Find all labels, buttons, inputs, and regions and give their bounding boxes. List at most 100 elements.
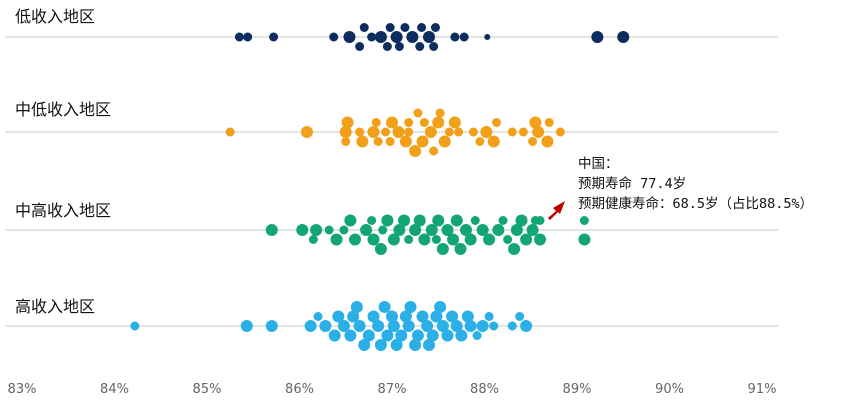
dot-2-29 — [454, 243, 467, 255]
dot-3-23 — [395, 329, 408, 342]
dot-2-31 — [464, 233, 477, 246]
dot-1-7 — [367, 126, 380, 138]
dot-2-7 — [344, 214, 357, 227]
dot-0-7 — [367, 32, 377, 42]
dot-0-9 — [382, 42, 392, 51]
x-tick-label-0: 83% — [8, 382, 37, 397]
dot-1-24 — [435, 108, 445, 118]
dot-1-36 — [528, 137, 538, 146]
dot-2-28 — [450, 214, 463, 227]
dot-0-10 — [385, 23, 395, 32]
dot-2-17 — [398, 214, 411, 227]
annotation-line-3: 预期健康寿命：68.5岁（占比88.5%） — [578, 195, 813, 212]
dot-1-18 — [413, 108, 423, 118]
dot-3-37 — [446, 310, 459, 323]
dot-1-37 — [529, 116, 542, 129]
dot-3-45 — [489, 321, 499, 331]
dot-1-9 — [373, 137, 383, 146]
dot-2-16 — [393, 224, 406, 236]
dot-3-9 — [344, 329, 357, 342]
dot-0-6 — [359, 23, 369, 32]
dot-2-1 — [296, 224, 309, 236]
dot-1-26 — [444, 127, 454, 137]
dot-3-18 — [378, 301, 391, 313]
dot-2-36 — [498, 216, 508, 225]
dot-3-22 — [390, 339, 403, 351]
dot-1-2 — [339, 126, 352, 138]
dot-3-20 — [386, 310, 398, 323]
dot-3-34 — [434, 301, 447, 313]
dot-2-47 — [579, 216, 589, 225]
dot-3-28 — [411, 329, 424, 342]
dot-1-41 — [555, 127, 565, 137]
dot-2-3 — [310, 224, 323, 236]
dot-2-14 — [381, 214, 394, 227]
dot-3-35 — [436, 320, 449, 332]
dot-2-30 — [460, 224, 472, 236]
dot-0-11 — [390, 31, 403, 43]
group-label-0: 低收入地区 — [15, 7, 95, 26]
dot-1-1 — [300, 126, 313, 138]
dot-2-23 — [431, 235, 441, 244]
dot-2-22 — [425, 224, 438, 236]
dot-1-15 — [404, 118, 414, 127]
dot-2-19 — [409, 224, 422, 236]
dot-0-17 — [423, 31, 435, 43]
dot-0-23 — [591, 31, 604, 43]
dot-1-8 — [371, 118, 381, 127]
dot-3-2 — [265, 320, 278, 332]
group-label-3: 高收入地区 — [15, 297, 95, 316]
dot-3-3 — [304, 320, 317, 332]
dot-2-34 — [483, 233, 496, 246]
dot-2-42 — [526, 224, 539, 236]
dot-0-21 — [459, 32, 469, 42]
x-tick-label-6: 89% — [563, 382, 592, 397]
dot-3-40 — [461, 310, 474, 323]
dot-3-19 — [381, 329, 394, 342]
dot-3-47 — [515, 312, 525, 321]
annotation-line-2: 预期寿命 77.4岁 — [578, 175, 686, 192]
dot-0-1 — [243, 32, 253, 42]
dot-3-33 — [430, 310, 443, 323]
dot-0-14 — [406, 31, 419, 43]
dot-1-3 — [341, 137, 351, 146]
dot-1-10 — [381, 127, 391, 137]
dot-2-12 — [374, 243, 387, 255]
dot-3-12 — [353, 320, 366, 332]
dot-3-30 — [421, 320, 434, 332]
dot-1-20 — [419, 118, 429, 127]
dot-1-39 — [541, 135, 554, 148]
dot-0-16 — [417, 23, 427, 32]
dot-0-22 — [484, 34, 491, 40]
dot-1-13 — [392, 126, 405, 138]
dot-3-26 — [404, 301, 417, 313]
dot-1-32 — [487, 135, 500, 148]
dot-2-41 — [520, 233, 533, 246]
dot-3-6 — [328, 329, 341, 342]
dot-3-14 — [362, 329, 375, 342]
dot-1-25 — [438, 135, 451, 148]
dot-1-17 — [409, 145, 422, 157]
dot-3-7 — [332, 310, 345, 323]
dot-3-42 — [472, 331, 482, 340]
dot-2-2 — [308, 235, 318, 244]
dot-2-13 — [378, 225, 388, 235]
dot-2-45 — [535, 216, 545, 225]
dot-3-27 — [409, 339, 422, 351]
china-annotation: 中国： 预期寿命 77.4岁 预期健康寿命：68.5岁（占比88.5%） — [548, 156, 813, 220]
x-tick-label-5: 88% — [470, 382, 499, 397]
dot-2-4 — [324, 225, 334, 235]
dot-2-24 — [432, 214, 445, 227]
dot-1-27 — [448, 116, 461, 129]
dot-3-24 — [399, 310, 412, 323]
dot-1-11 — [385, 137, 395, 146]
dot-1-0 — [225, 127, 235, 137]
group-label-1: 中低收入地区 — [15, 100, 111, 119]
dot-3-11 — [350, 301, 363, 313]
dot-1-6 — [356, 135, 369, 148]
dot-0-8 — [374, 31, 387, 43]
dot-1-22 — [429, 146, 439, 156]
annotation-line-1: 中国： — [578, 156, 619, 172]
dot-3-8 — [337, 320, 350, 332]
dot-3-1 — [240, 320, 253, 332]
